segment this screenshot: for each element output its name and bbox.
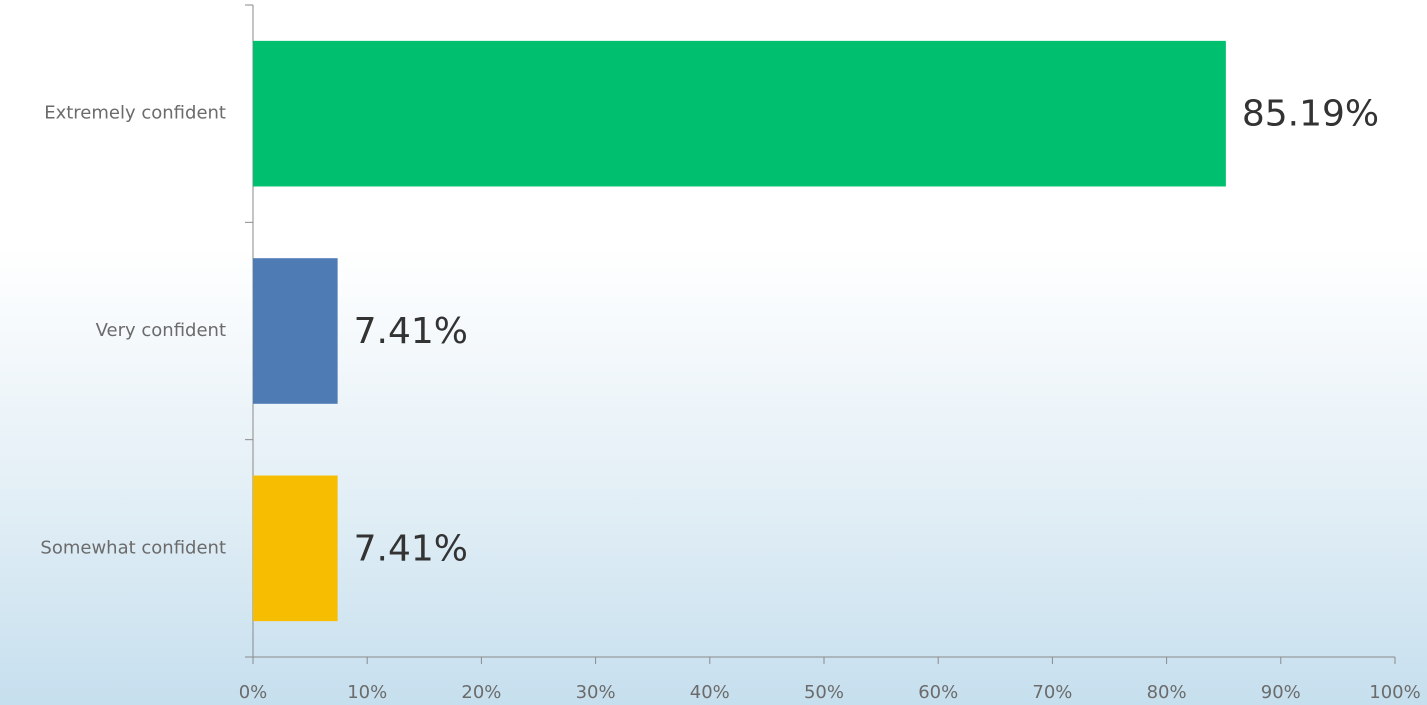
x-tick-label: 20%	[461, 682, 501, 703]
page: 0% 10% 20% 30% 40% 50% 60% 70% 80% 90% 100% Extreme…	[0, 0, 1427, 705]
x-tick-label: 40%	[690, 682, 730, 703]
x-tick-label: 70%	[1032, 682, 1072, 703]
x-tick-label: 50%	[804, 682, 844, 703]
x-tick-label: 80%	[1147, 682, 1187, 703]
x-tick-label: 0%	[239, 682, 268, 703]
value-label: 85.19%	[1242, 94, 1379, 135]
x-tick-label: 10%	[347, 682, 387, 703]
value-label: 7.41%	[354, 311, 468, 352]
category-label: Extremely confident	[44, 103, 226, 124]
bar	[253, 41, 1226, 187]
chart: 0% 10% 20% 30% 40% 50% 60% 70% 80% 90% 100% Extreme…	[0, 0, 1427, 705]
category-label: Very confident	[96, 320, 226, 341]
value-label: 7.41%	[354, 528, 468, 569]
bar	[253, 476, 338, 622]
x-tick-label: 60%	[918, 682, 958, 703]
bar	[253, 258, 338, 404]
x-tick-label: 90%	[1261, 682, 1301, 703]
x-tick-label: 30%	[576, 682, 616, 703]
x-tick-label: 100%	[1369, 682, 1420, 703]
category-label: Somewhat confident	[40, 537, 226, 558]
